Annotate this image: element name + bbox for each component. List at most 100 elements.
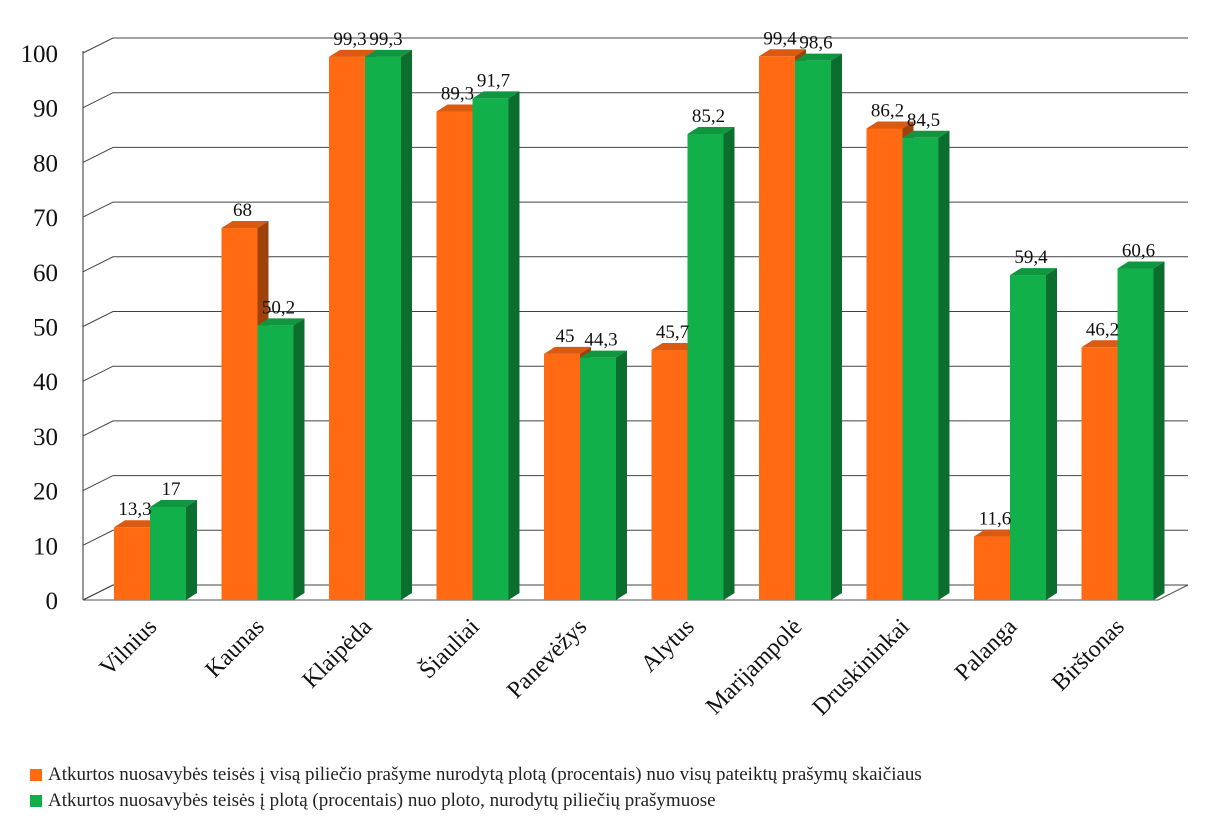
data-label: 89,3 [441, 84, 474, 105]
x-tick-label: Klaipėda [298, 614, 378, 694]
bar-top [687, 126, 735, 134]
bar-top [329, 49, 376, 57]
data-label: 13,3 [118, 499, 151, 520]
x-tick-label: Panevėžys [502, 614, 592, 704]
bar-side [831, 53, 842, 600]
data-label: 68 [233, 200, 252, 221]
x-tick-label: Vilnius [95, 614, 162, 681]
bar [221, 228, 258, 601]
bars [114, 49, 1165, 601]
bar-top [902, 130, 950, 138]
bar-top [544, 346, 591, 354]
bar-side [401, 49, 412, 601]
x-tick-label: Marijampolė [701, 614, 807, 720]
bar [1081, 347, 1118, 600]
data-label: 45,7 [656, 322, 689, 343]
data-label: 59,4 [1014, 247, 1048, 268]
legend-label-series-2: Atkurtos nuosavybės teisės į plotą (proc… [48, 790, 716, 811]
y-tick-label: 0 [46, 588, 59, 615]
data-label: 45 [556, 326, 575, 347]
bar-top [150, 500, 197, 508]
bar [257, 325, 294, 600]
x-axis: Vilnius Kaunas Klaipėda Šiauliai Panevėžys Al… [95, 613, 1130, 721]
y-tick-label: 50 [33, 315, 58, 342]
y-tick-label: 70 [33, 205, 58, 232]
bar-top [1010, 268, 1057, 276]
data-label: 11,6 [979, 509, 1012, 530]
bar-side [508, 91, 520, 600]
legend-swatch-series-1 [30, 769, 42, 781]
y-axis: 0 10 20 30 40 50 60 70 80 90 100 [21, 41, 59, 615]
bar [902, 137, 939, 600]
bar [1117, 268, 1154, 600]
bar-top [472, 91, 520, 99]
bar [759, 56, 795, 601]
y-tick-label: 100 [21, 41, 59, 68]
bar-side [723, 126, 735, 601]
y-tick-label: 30 [33, 424, 58, 451]
bar-top [974, 529, 1021, 537]
y-tick-label: 80 [33, 150, 58, 177]
legend-item-series-1: Atkurtos nuosavybės teisės į visą pilieč… [30, 762, 1210, 788]
data-label: 86,2 [871, 100, 904, 121]
x-tick-label: Birštonas [1047, 614, 1129, 696]
bar-side [616, 350, 627, 600]
bar-top [114, 520, 161, 528]
legend-item-series-2: Atkurtos nuosavybės teisės į plotą (proc… [30, 788, 1210, 814]
bar-top [866, 121, 914, 129]
y-tick-label: 90 [33, 96, 58, 123]
x-tick-label: Alytus [636, 614, 700, 678]
bar [795, 60, 831, 600]
x-tick-label: Šiauliai [414, 613, 485, 684]
data-label: 84,5 [907, 110, 940, 131]
bar [651, 350, 688, 600]
x-tick-label: Kaunas [200, 614, 269, 683]
bar-top [795, 53, 842, 61]
legend: Atkurtos nuosavybės teisės į visą pilieč… [30, 762, 1210, 814]
bar-side [186, 500, 197, 600]
bar-top [221, 221, 269, 229]
bar-top [1081, 340, 1129, 348]
bar-top [365, 49, 412, 57]
data-labels: 13,3 17 68 50,2 99,3 99,3 89,391,7 45 44,3 45,7 85… [118, 28, 1155, 529]
bar [150, 507, 186, 600]
legend-label-series-1: Atkurtos nuosavybės teisės į visą pilieč… [48, 764, 922, 785]
bar-side [293, 318, 305, 600]
bar-chart: 0 10 20 30 40 50 60 70 80 90 100 13,3 17 68 50,2 99,3 9… [21, 28, 1189, 721]
bar-top [651, 343, 699, 351]
y-tick-label: 60 [33, 260, 58, 287]
x-tick-label: Palanga [950, 614, 1022, 686]
bar [544, 353, 580, 600]
bar [329, 56, 365, 601]
data-label: 17 [162, 479, 181, 500]
bar-top [1117, 261, 1165, 269]
bar [365, 56, 401, 601]
bar-top [257, 318, 305, 326]
bar-top [759, 49, 806, 57]
bar [974, 536, 1010, 600]
y-tick-label: 20 [33, 479, 58, 506]
bar [472, 98, 509, 600]
legend-swatch-series-2 [30, 795, 42, 807]
x-tick-label: Druskininkai [808, 614, 915, 721]
y-tick-label: 10 [33, 533, 58, 560]
bar [580, 357, 616, 600]
data-label: 99,3 [369, 29, 402, 50]
bar-side [938, 130, 950, 600]
data-label: 50,2 [262, 297, 295, 318]
y-tick-label: 40 [33, 369, 58, 396]
data-label: 44,3 [584, 330, 617, 351]
bar [436, 111, 473, 601]
data-label: 99,4 [763, 28, 797, 49]
bar-top [580, 350, 627, 358]
data-label: 60,6 [1122, 241, 1155, 262]
bar-top [436, 104, 484, 112]
bar-side [1046, 268, 1057, 600]
data-label: 46,2 [1086, 319, 1119, 340]
bar [866, 128, 903, 600]
bar [114, 527, 150, 600]
data-label: 91,7 [477, 70, 510, 91]
bar-side [1153, 261, 1165, 600]
gridline [82, 37, 1188, 54]
data-label: 85,2 [692, 106, 725, 127]
